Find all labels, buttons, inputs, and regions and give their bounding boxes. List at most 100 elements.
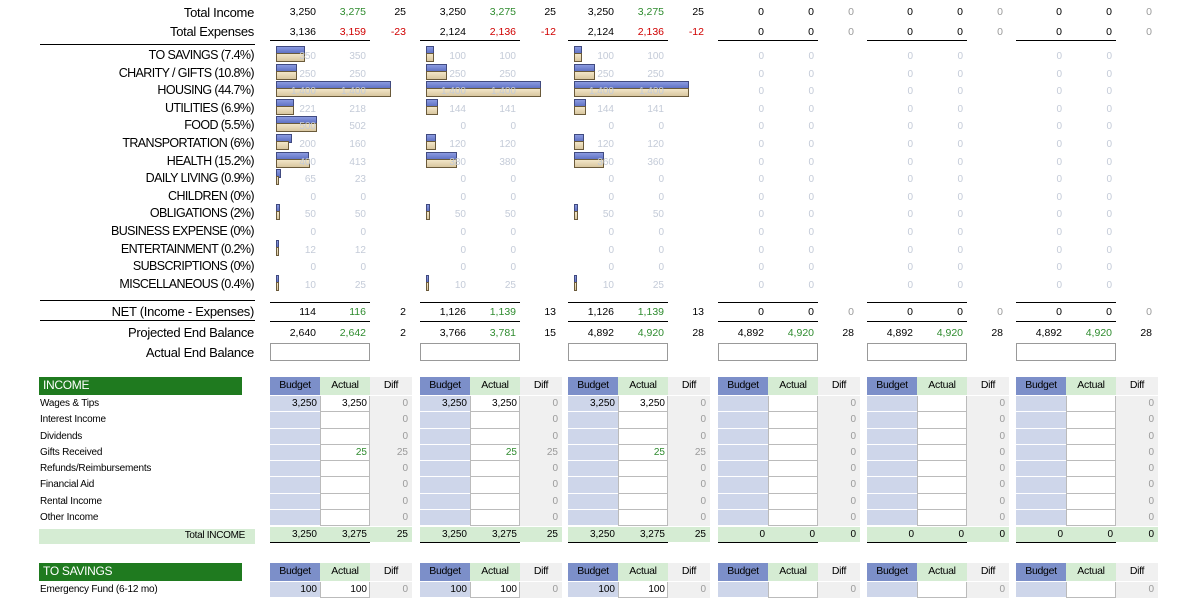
actual-cell[interactable] <box>470 461 520 478</box>
actual-cell[interactable] <box>1066 582 1116 599</box>
actual-cell[interactable] <box>470 444 520 461</box>
actual-cell[interactable] <box>917 444 967 461</box>
actual-cell[interactable] <box>618 493 668 510</box>
actual-cell[interactable] <box>917 428 967 445</box>
actual-cell[interactable] <box>1066 477 1116 494</box>
budget-cell[interactable] <box>568 428 618 445</box>
budget-cell[interactable] <box>1016 493 1066 510</box>
actual-cell[interactable] <box>320 493 370 510</box>
actual-cell[interactable] <box>768 428 818 445</box>
actual-cell[interactable] <box>618 412 668 429</box>
budget-cell[interactable] <box>1016 461 1066 478</box>
budget-cell[interactable] <box>420 509 470 526</box>
budget-cell[interactable] <box>718 412 768 429</box>
budget-cell[interactable] <box>420 444 470 461</box>
budget-cell[interactable] <box>867 396 917 413</box>
budget-cell[interactable] <box>420 477 470 494</box>
actual-cell[interactable] <box>768 477 818 494</box>
actual-cell[interactable] <box>320 477 370 494</box>
budget-cell[interactable] <box>867 428 917 445</box>
actual-cell[interactable] <box>470 477 520 494</box>
budget-cell[interactable] <box>420 396 470 413</box>
budget-cell[interactable] <box>420 428 470 445</box>
actual-cell[interactable] <box>320 396 370 413</box>
budget-cell[interactable] <box>718 493 768 510</box>
actual-cell[interactable] <box>618 509 668 526</box>
actual-cell[interactable] <box>320 428 370 445</box>
actual-cell[interactable] <box>470 493 520 510</box>
budget-cell[interactable] <box>718 509 768 526</box>
budget-cell[interactable] <box>270 509 320 526</box>
actual-cell[interactable] <box>917 412 967 429</box>
actual-cell[interactable] <box>470 412 520 429</box>
actual-cell[interactable] <box>618 582 668 599</box>
budget-cell[interactable] <box>270 477 320 494</box>
budget-cell[interactable] <box>1016 582 1066 599</box>
budget-cell[interactable] <box>1016 428 1066 445</box>
budget-cell[interactable] <box>867 493 917 510</box>
actual-cell[interactable] <box>320 461 370 478</box>
budget-cell[interactable] <box>270 444 320 461</box>
actual-cell[interactable] <box>618 428 668 445</box>
actual-cell[interactable] <box>470 509 520 526</box>
budget-cell[interactable] <box>568 493 618 510</box>
actual-cell[interactable] <box>917 396 967 413</box>
budget-cell[interactable] <box>1016 396 1066 413</box>
budget-cell[interactable] <box>1016 444 1066 461</box>
budget-cell[interactable] <box>270 428 320 445</box>
actual-cell[interactable] <box>917 461 967 478</box>
budget-cell[interactable] <box>867 582 917 599</box>
budget-cell[interactable] <box>420 412 470 429</box>
budget-cell[interactable] <box>1016 477 1066 494</box>
budget-cell[interactable] <box>568 412 618 429</box>
actual-cell[interactable] <box>1066 493 1116 510</box>
actual-cell[interactable] <box>1066 461 1116 478</box>
budget-cell[interactable] <box>568 477 618 494</box>
actual-end-balance-input[interactable] <box>420 343 520 361</box>
actual-end-balance-input[interactable] <box>568 343 668 361</box>
budget-cell[interactable] <box>568 582 618 599</box>
budget-cell[interactable] <box>568 461 618 478</box>
actual-cell[interactable] <box>1066 396 1116 413</box>
budget-cell[interactable] <box>270 412 320 429</box>
budget-cell[interactable] <box>420 493 470 510</box>
actual-cell[interactable] <box>1066 509 1116 526</box>
budget-cell[interactable] <box>270 396 320 413</box>
actual-cell[interactable] <box>320 509 370 526</box>
actual-cell[interactable] <box>1066 412 1116 429</box>
actual-cell[interactable] <box>768 396 818 413</box>
actual-end-balance-input[interactable] <box>1016 343 1116 361</box>
actual-cell[interactable] <box>768 412 818 429</box>
actual-cell[interactable] <box>917 582 967 599</box>
budget-cell[interactable] <box>867 509 917 526</box>
actual-cell[interactable] <box>320 582 370 599</box>
actual-end-balance-input[interactable] <box>867 343 967 361</box>
actual-cell[interactable] <box>768 493 818 510</box>
budget-cell[interactable] <box>867 412 917 429</box>
budget-cell[interactable] <box>1016 509 1066 526</box>
actual-cell[interactable] <box>320 444 370 461</box>
actual-cell[interactable] <box>917 493 967 510</box>
budget-cell[interactable] <box>568 396 618 413</box>
actual-end-balance-input[interactable] <box>270 343 370 361</box>
actual-cell[interactable] <box>618 396 668 413</box>
budget-cell[interactable] <box>718 444 768 461</box>
actual-cell[interactable] <box>917 477 967 494</box>
budget-cell[interactable] <box>270 493 320 510</box>
actual-cell[interactable] <box>768 444 818 461</box>
actual-cell[interactable] <box>470 582 520 599</box>
budget-cell[interactable] <box>718 582 768 599</box>
actual-cell[interactable] <box>618 461 668 478</box>
budget-cell[interactable] <box>718 477 768 494</box>
budget-cell[interactable] <box>718 461 768 478</box>
actual-end-balance-input[interactable] <box>718 343 818 361</box>
budget-cell[interactable] <box>270 582 320 599</box>
actual-cell[interactable] <box>768 582 818 599</box>
actual-cell[interactable] <box>768 461 818 478</box>
budget-cell[interactable] <box>867 444 917 461</box>
actual-cell[interactable] <box>470 428 520 445</box>
budget-cell[interactable] <box>568 509 618 526</box>
actual-cell[interactable] <box>470 396 520 413</box>
budget-cell[interactable] <box>718 428 768 445</box>
actual-cell[interactable] <box>320 412 370 429</box>
